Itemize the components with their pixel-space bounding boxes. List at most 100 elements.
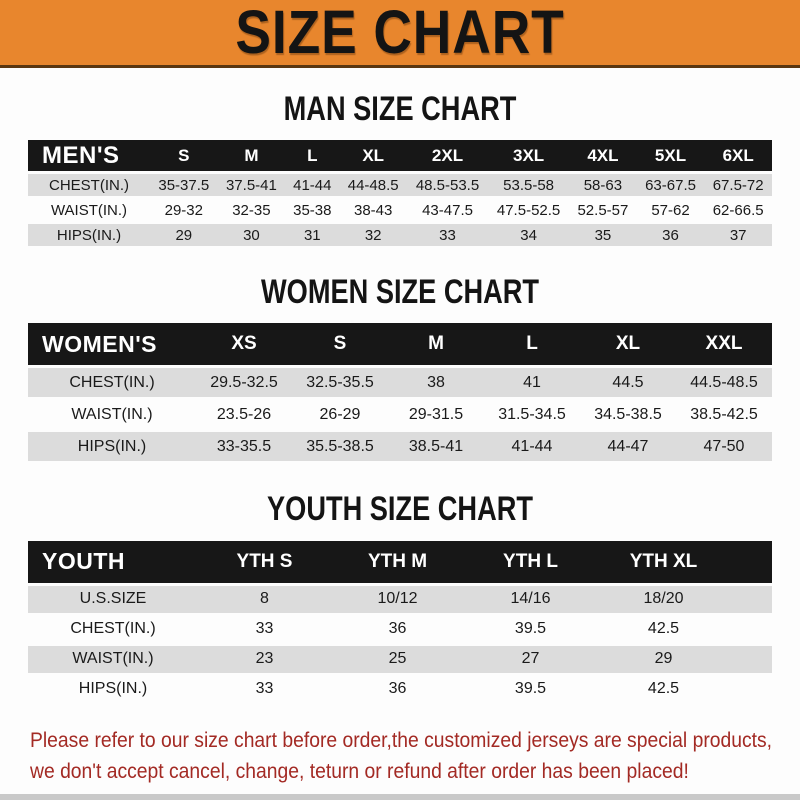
measurement-value: 23.5-26	[196, 400, 292, 430]
size-column-header: L	[285, 140, 340, 172]
women-size-table: WOMEN'S XS S M L XL XXL CHEST(IN.) 29.5-32.5 32.5…	[28, 320, 772, 464]
measurement-value: 18/20	[597, 585, 730, 613]
measurement-value: 67.5-72	[704, 174, 772, 197]
measurement-value: 31.5-34.5	[484, 400, 580, 430]
measurement-value: 25	[331, 645, 464, 673]
measurement-value: 36	[331, 615, 464, 643]
section-man: MAN SIZE CHART MEN'S S M L XL 2XL 3XL 4XL 5XL 6XL…	[0, 88, 800, 249]
measurement-row: WAIST(IN.) 29-32 32-35 35-38 38-43 43-47.5 47.…	[28, 199, 772, 222]
measurement-value: 32	[339, 224, 407, 247]
measurement-value: 44-47	[580, 432, 676, 462]
measurement-row: HIPS(IN.) 33-35.5 35.5-38.5 38.5-41 41-44 44-…	[28, 432, 772, 462]
measurement-label: HIPS(IN.)	[28, 432, 196, 462]
measurement-value: 44-48.5	[339, 174, 407, 197]
section-women: WOMEN SIZE CHART WOMEN'S XS S M L XL XXL CHEST(…	[0, 271, 800, 464]
footer-notice: Please refer to our size chart before or…	[30, 725, 773, 788]
size-column-header: 2XL	[406, 140, 489, 172]
measurement-row: WAIST(IN.) 23.5-26 26-29 29-31.5 31.5-34.5 34…	[28, 400, 772, 430]
size-column-header: 4XL	[569, 140, 637, 172]
footer-notice-line1: Please refer to our size chart before or…	[30, 728, 773, 752]
measurement-row: U.S.SIZE 8 10/12 14/16 18/20	[28, 585, 772, 613]
measurement-value: 62-66.5	[704, 199, 772, 222]
measurement-value: 33-35.5	[196, 432, 292, 462]
measurement-value: 36	[636, 224, 705, 247]
measurement-value: 41-44	[484, 432, 580, 462]
measurement-row: CHEST(IN.) 29.5-32.5 32.5-35.5 38 41 44.5 44.5…	[28, 368, 772, 398]
measurement-value: 23	[198, 645, 331, 673]
table-title-cell: WOMEN'S	[28, 323, 196, 366]
measurement-value: 37.5-41	[217, 174, 286, 197]
measurement-value: 63-67.5	[636, 174, 705, 197]
measurement-value: 41	[484, 368, 580, 398]
size-column-header: XXL	[676, 323, 772, 366]
banner: SIZE CHART	[0, 0, 800, 68]
measurement-label: WAIST(IN.)	[28, 400, 196, 430]
size-column-header: 3XL	[488, 140, 570, 172]
size-column-header: M	[388, 323, 484, 366]
measurement-value: 35-37.5	[150, 174, 218, 197]
measurement-value: 38-43	[339, 199, 407, 222]
size-column-header: M	[217, 140, 286, 172]
measurement-value: 42.5	[597, 615, 730, 643]
bottom-strip	[0, 794, 800, 800]
measurement-row: WAIST(IN.) 23 25 27 29	[28, 645, 772, 673]
measurement-label: U.S.SIZE	[28, 585, 198, 613]
men-size-table: MEN'S S M L XL 2XL 3XL 4XL 5XL 6XL CHEST(IN.) 35-37…	[28, 137, 772, 249]
measurement-value: 58-63	[569, 174, 637, 197]
measurement-value: 30	[217, 224, 286, 247]
measurement-value: 35	[569, 224, 637, 247]
size-column-header: XS	[196, 323, 292, 366]
measurement-value: 29.5-32.5	[196, 368, 292, 398]
filler-cell	[730, 645, 772, 673]
youth-section-title: YOUTH SIZE CHART	[267, 488, 533, 528]
section-youth: YOUTH SIZE CHART YOUTH YTH S YTH M YTH L YTH…	[0, 488, 800, 706]
size-header-row: MEN'S S M L XL 2XL 3XL 4XL 5XL 6XL	[28, 140, 772, 172]
measurement-value: 33	[198, 675, 331, 703]
measurement-row: HIPS(IN.) 33 36 39.5 42.5	[28, 675, 772, 703]
women-section-title: WOMEN SIZE CHART	[260, 271, 540, 311]
measurement-label: CHEST(IN.)	[28, 368, 196, 398]
measurement-value: 34	[488, 224, 570, 247]
measurement-value: 36	[331, 675, 464, 703]
measurement-value: 33	[406, 224, 489, 247]
measurement-label: HIPS(IN.)	[28, 675, 198, 703]
man-section-title: MAN SIZE CHART	[283, 88, 517, 128]
measurement-value: 29	[597, 645, 730, 673]
youth-size-table: YOUTH YTH S YTH M YTH L YTH XL U.S.SIZE 8 10/12…	[28, 538, 772, 706]
table-title-cell: YOUTH	[28, 540, 198, 583]
size-header-row: YOUTH YTH S YTH M YTH L YTH XL	[28, 540, 772, 583]
measurement-value: 38	[388, 368, 484, 398]
size-column-header: YTH M	[331, 540, 464, 583]
measurement-value: 38.5-41	[388, 432, 484, 462]
size-column-header: YTH L	[464, 540, 597, 583]
size-column-header: XL	[339, 140, 407, 172]
measurement-value: 35-38	[285, 199, 340, 222]
measurement-value: 34.5-38.5	[580, 400, 676, 430]
measurement-value: 27	[464, 645, 597, 673]
measurement-value: 42.5	[597, 675, 730, 703]
measurement-label: WAIST(IN.)	[28, 645, 198, 673]
size-column-header: S	[150, 140, 218, 172]
measurement-value: 37	[704, 224, 772, 247]
measurement-value: 14/16	[464, 585, 597, 613]
measurement-label: CHEST(IN.)	[28, 174, 150, 197]
filler-cell	[730, 675, 772, 703]
measurement-value: 44.5-48.5	[676, 368, 772, 398]
measurement-value: 29-31.5	[388, 400, 484, 430]
measurement-row: HIPS(IN.) 29 30 31 32 33 34 35 36 37	[28, 224, 772, 247]
measurement-row: CHEST(IN.) 35-37.5 37.5-41 41-44 44-48.5 48.5…	[28, 174, 772, 197]
measurement-value: 43-47.5	[406, 199, 489, 222]
measurement-value: 26-29	[292, 400, 388, 430]
size-header-row: WOMEN'S XS S M L XL XXL	[28, 323, 772, 366]
filler-cell	[730, 540, 772, 583]
measurement-value: 31	[285, 224, 340, 247]
measurement-row: CHEST(IN.) 33 36 39.5 42.5	[28, 615, 772, 643]
measurement-value: 44.5	[580, 368, 676, 398]
measurement-value: 32-35	[217, 199, 286, 222]
measurement-value: 39.5	[464, 615, 597, 643]
measurement-value: 33	[198, 615, 331, 643]
page-title: SIZE CHART	[235, 0, 565, 67]
measurement-value: 29-32	[150, 199, 218, 222]
measurement-value: 38.5-42.5	[676, 400, 772, 430]
